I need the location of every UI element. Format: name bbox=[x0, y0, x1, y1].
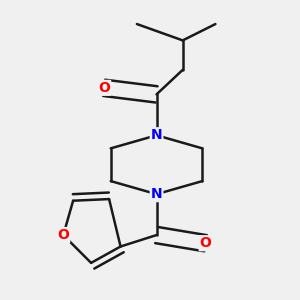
Text: N: N bbox=[151, 187, 162, 201]
Text: N: N bbox=[151, 128, 162, 142]
Text: O: O bbox=[57, 228, 69, 242]
Text: O: O bbox=[98, 81, 110, 95]
Text: O: O bbox=[200, 236, 212, 250]
